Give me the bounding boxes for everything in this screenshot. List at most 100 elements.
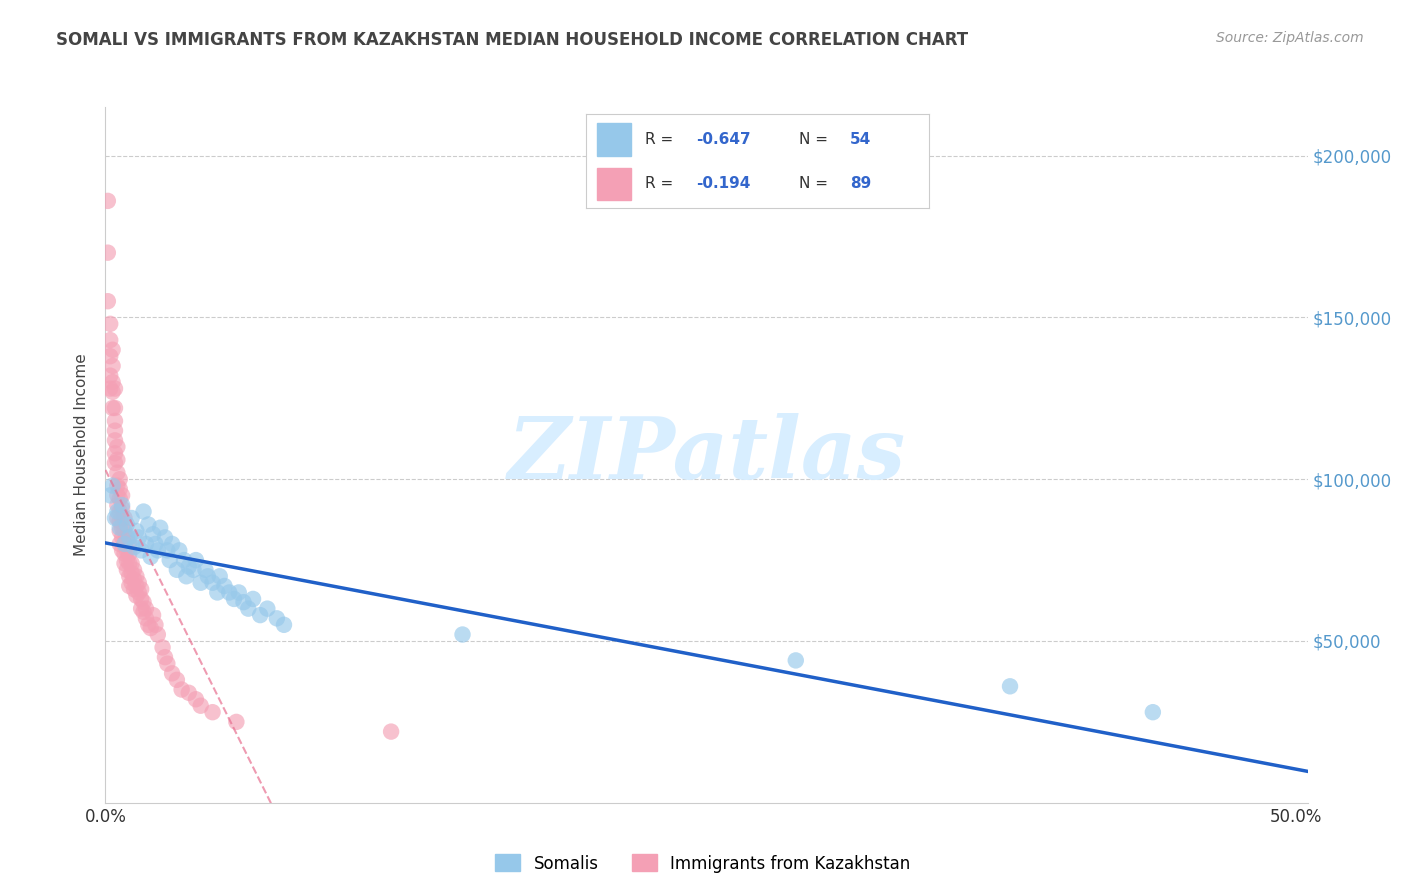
Point: [160, 666, 183, 681]
Point: [111, 511, 134, 525]
Point: [380, 724, 402, 739]
Point: [184, 553, 207, 567]
Point: [98, 368, 121, 383]
Point: [177, 686, 200, 700]
Point: [115, 553, 138, 567]
Legend: Somalis, Immigrants from Kazakhstan: Somalis, Immigrants from Kazakhstan: [489, 847, 917, 880]
Point: [139, 621, 162, 635]
Point: [122, 573, 145, 587]
Point: [266, 611, 288, 625]
Point: [104, 446, 127, 460]
Point: [207, 585, 229, 599]
Point: [177, 559, 200, 574]
Point: [105, 478, 128, 492]
Point: [104, 456, 127, 470]
Point: [132, 605, 155, 619]
Point: [149, 521, 172, 535]
Point: [108, 482, 131, 496]
Point: [153, 531, 176, 545]
Point: [238, 601, 260, 615]
Point: [105, 440, 128, 454]
Point: [108, 472, 131, 486]
Point: [208, 569, 231, 583]
Point: [135, 611, 157, 625]
Point: [125, 524, 148, 538]
Point: [132, 595, 155, 609]
Point: [128, 585, 150, 599]
Point: [101, 343, 124, 357]
Point: [105, 466, 128, 480]
Point: [273, 617, 295, 632]
Point: [153, 650, 176, 665]
Point: [136, 617, 159, 632]
Point: [242, 591, 264, 606]
Point: [129, 582, 152, 597]
Point: [125, 589, 148, 603]
Point: [197, 569, 219, 583]
Point: [183, 563, 205, 577]
Point: [114, 524, 136, 538]
Point: [98, 488, 121, 502]
Point: [135, 537, 157, 551]
Point: [98, 349, 121, 363]
Point: [104, 434, 127, 448]
Point: [114, 547, 136, 561]
Point: [105, 488, 128, 502]
Point: [451, 627, 474, 641]
Point: [105, 511, 128, 525]
Point: [132, 504, 155, 518]
Point: [122, 582, 145, 597]
Point: [101, 478, 124, 492]
Point: [118, 579, 141, 593]
Point: [104, 414, 127, 428]
Point: [998, 679, 1021, 693]
Point: [118, 547, 141, 561]
Point: [218, 585, 240, 599]
Point: [225, 714, 247, 729]
Point: [105, 498, 128, 512]
Point: [118, 569, 141, 583]
Point: [115, 531, 138, 545]
Point: [166, 673, 188, 687]
Point: [201, 705, 224, 719]
Point: [256, 601, 278, 615]
Point: [128, 531, 150, 545]
Point: [146, 627, 169, 641]
Point: [101, 401, 124, 415]
Point: [190, 698, 212, 713]
Y-axis label: Median Household Income: Median Household Income: [75, 353, 90, 557]
Point: [201, 575, 224, 590]
Point: [190, 575, 212, 590]
Point: [122, 563, 145, 577]
Point: [111, 543, 134, 558]
Point: [173, 553, 195, 567]
Point: [121, 575, 143, 590]
Point: [101, 359, 124, 373]
Point: [249, 608, 271, 623]
Point: [108, 521, 131, 535]
Point: [129, 591, 152, 606]
Point: [136, 517, 159, 532]
Point: [111, 521, 134, 535]
Point: [98, 317, 121, 331]
Point: [108, 504, 131, 518]
Point: [121, 557, 143, 571]
Point: [145, 537, 167, 551]
Point: [156, 657, 179, 671]
Point: [115, 543, 138, 558]
Point: [114, 537, 136, 551]
Text: Source: ZipAtlas.com: Source: ZipAtlas.com: [1216, 31, 1364, 45]
Point: [125, 579, 148, 593]
Point: [104, 511, 127, 525]
Point: [156, 543, 179, 558]
Point: [105, 452, 128, 467]
Point: [118, 537, 141, 551]
Point: [785, 653, 807, 667]
Point: [111, 498, 134, 512]
Point: [184, 692, 207, 706]
Point: [118, 557, 141, 571]
Point: [114, 557, 136, 571]
Point: [214, 579, 236, 593]
Point: [121, 566, 143, 580]
Point: [111, 488, 134, 502]
